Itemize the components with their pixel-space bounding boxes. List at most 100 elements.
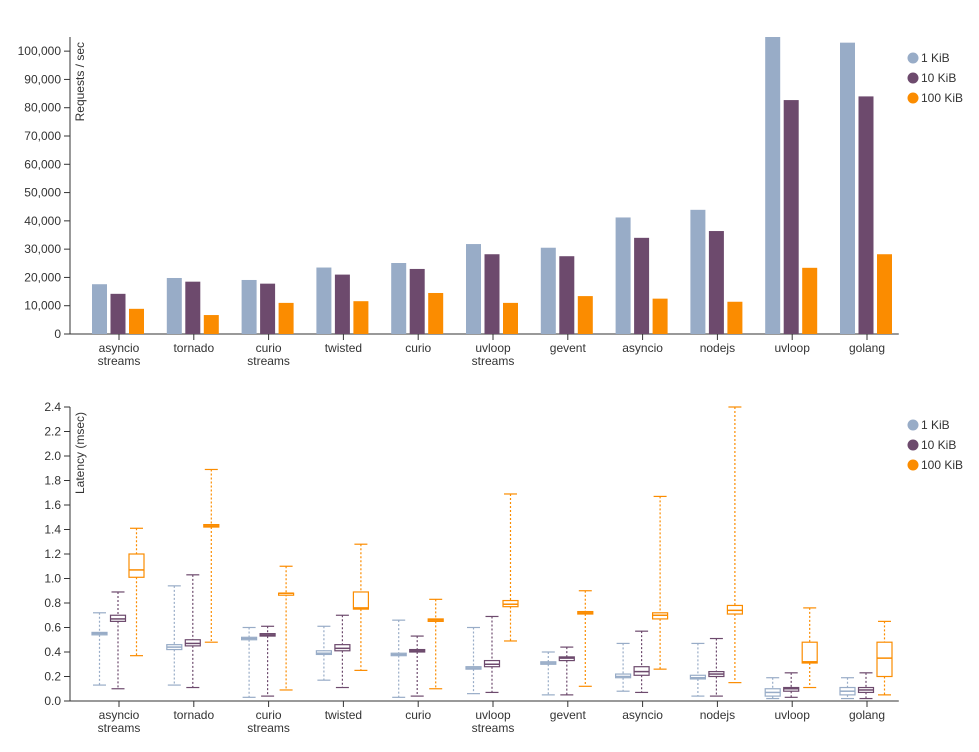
box xyxy=(352,591,369,610)
bar xyxy=(727,301,743,334)
bar xyxy=(110,293,126,334)
y-tick-label: 2.2 xyxy=(44,425,61,439)
bar xyxy=(690,209,706,334)
bar xyxy=(316,267,332,334)
x-tick-label: asyncio xyxy=(622,341,663,355)
y-tick-label: 30,000 xyxy=(24,242,61,256)
y-tick-label: 70,000 xyxy=(24,129,61,143)
y-tick-label: 20,000 xyxy=(24,270,61,284)
y-axis-label: Requests / sec xyxy=(73,42,87,121)
legend-marker xyxy=(907,439,919,451)
bar xyxy=(802,267,818,334)
latency-chart: 0.0 0.2 0.4 0.6 0.8 1.0 1.2 1.4 1.6 1.8 2.0 2.2 2.4 L… xyxy=(44,400,963,735)
x-tick-label: uvloop xyxy=(775,708,811,722)
x-tick-label: streams xyxy=(247,721,290,735)
y-tick-label: 90,000 xyxy=(24,72,61,86)
y-tick-label: 0.4 xyxy=(44,645,61,659)
bar xyxy=(391,263,407,334)
bar xyxy=(765,37,781,334)
bar xyxy=(129,308,144,334)
y-tick-label: 1.2 xyxy=(44,547,61,561)
throughput-chart: 0 10,000 20,000 30,000 40,000 50,000 60,000 70,… xyxy=(18,37,963,368)
legend-label: 100 KiB xyxy=(921,458,963,472)
box xyxy=(801,641,818,664)
bar xyxy=(840,42,855,335)
bar xyxy=(353,301,369,334)
x-tick-label: curio xyxy=(405,708,431,722)
x-tick-label: tornado xyxy=(173,341,214,355)
bar xyxy=(241,279,257,334)
x-tick-label: uvloop xyxy=(475,708,511,722)
legend-marker xyxy=(907,52,919,64)
bar xyxy=(577,296,593,334)
x-tick-label: nodejs xyxy=(700,708,735,722)
y-tick-label: 1.4 xyxy=(44,523,61,537)
y-tick-label: 50,000 xyxy=(24,186,61,200)
y-tick-label: 1.0 xyxy=(44,572,61,586)
x-tick-label: gevent xyxy=(550,341,587,355)
y-axis-label: Latency (msec) xyxy=(73,412,87,494)
legend-marker xyxy=(907,459,919,471)
bar xyxy=(203,315,219,334)
x-tick-label: curio xyxy=(256,341,282,355)
bar xyxy=(503,302,518,334)
y-tick-label: 0.6 xyxy=(44,621,61,635)
legend-marker xyxy=(907,419,919,431)
bar xyxy=(260,283,276,334)
bar xyxy=(540,247,556,334)
box xyxy=(128,553,145,578)
y-tick-label: 0.0 xyxy=(44,694,61,708)
x-tick-label: streams xyxy=(472,721,515,735)
x-tick-label: tornado xyxy=(173,708,214,722)
bar xyxy=(334,274,350,334)
bar xyxy=(185,281,201,334)
legend-marker xyxy=(907,92,919,104)
y-tick-label: 0.8 xyxy=(44,596,61,610)
y-tick-label: 1.8 xyxy=(44,474,61,488)
x-tick-label: streams xyxy=(98,354,141,368)
bar xyxy=(278,302,294,334)
legend-label: 1 KiB xyxy=(921,418,950,432)
y-tick-label: 100,000 xyxy=(18,44,62,58)
bar xyxy=(877,254,892,334)
y-tick-label: 2.0 xyxy=(44,449,61,463)
legend-marker xyxy=(907,72,919,84)
legend-label: 100 KiB xyxy=(921,91,963,105)
legend-label: 10 KiB xyxy=(921,438,956,452)
x-tick-label: uvloop xyxy=(775,341,811,355)
y-tick-label: 80,000 xyxy=(24,101,61,115)
x-tick-label: streams xyxy=(472,354,515,368)
x-tick-label: asyncio xyxy=(99,341,140,355)
bar xyxy=(858,96,874,335)
bar xyxy=(783,100,799,334)
bar xyxy=(166,277,182,334)
bar xyxy=(652,298,668,334)
bar xyxy=(559,256,575,334)
bar xyxy=(92,284,107,334)
x-tick-label: asyncio xyxy=(622,708,663,722)
y-tick-label: 60,000 xyxy=(24,157,61,171)
y-tick-label: 0 xyxy=(54,327,61,341)
bar xyxy=(409,268,425,334)
box xyxy=(876,641,893,678)
x-tick-label: curio xyxy=(405,341,431,355)
y-tick-label: 10,000 xyxy=(24,299,61,313)
bar xyxy=(708,231,724,334)
y-tick-label: 40,000 xyxy=(24,214,61,228)
legend-label: 1 KiB xyxy=(921,51,950,65)
legend-label: 10 KiB xyxy=(921,71,956,85)
x-tick-label: asyncio xyxy=(99,708,140,722)
bar xyxy=(615,217,631,334)
x-tick-label: uvloop xyxy=(475,341,511,355)
x-tick-label: golang xyxy=(849,341,885,355)
x-tick-label: twisted xyxy=(325,708,362,722)
y-tick-label: 0.2 xyxy=(44,670,61,684)
bar xyxy=(466,244,481,334)
y-tick-label: 2.4 xyxy=(44,400,61,414)
x-tick-label: streams xyxy=(247,354,290,368)
bar xyxy=(484,254,500,334)
y-tick-label: 1.6 xyxy=(44,498,61,512)
x-tick-label: nodejs xyxy=(700,341,735,355)
